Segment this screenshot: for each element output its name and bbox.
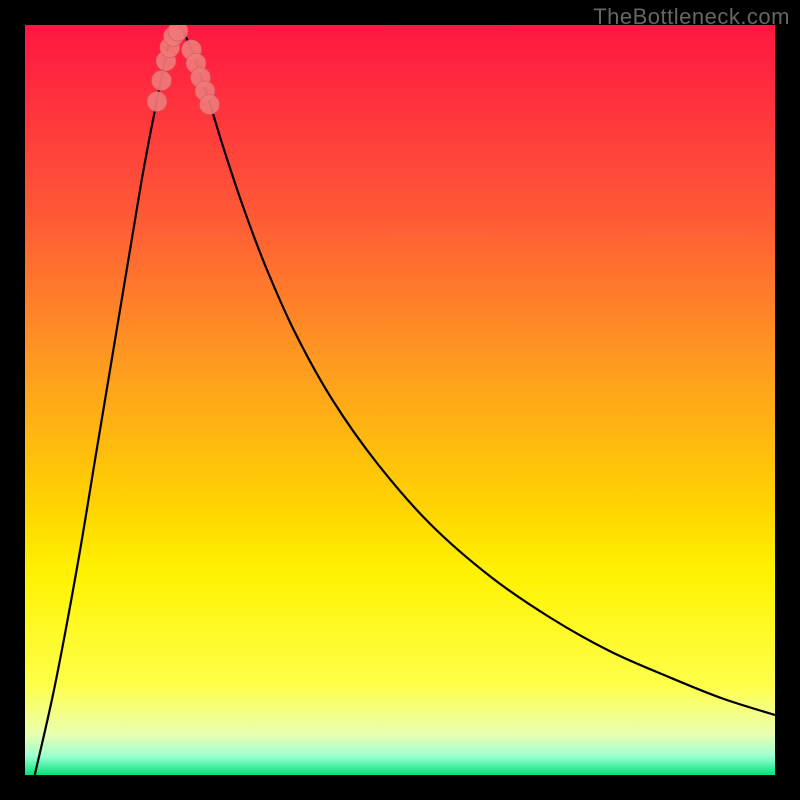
chart-svg (25, 25, 775, 775)
marker-group (147, 25, 220, 115)
bottleneck-curve (35, 29, 775, 775)
marker-point (147, 92, 167, 112)
watermark-text: TheBottleneck.com (593, 4, 790, 30)
marker-point (200, 95, 220, 115)
marker-point (152, 71, 172, 91)
plot-area (25, 25, 775, 775)
